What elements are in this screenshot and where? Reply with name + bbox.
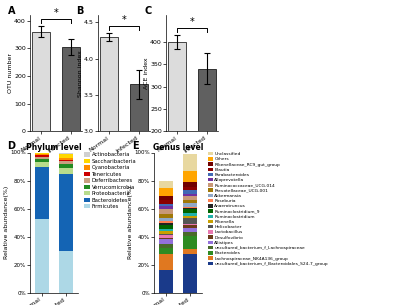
Bar: [159, 228, 173, 231]
Bar: [159, 206, 173, 209]
Text: C: C: [144, 6, 152, 16]
Bar: [183, 203, 197, 207]
Title: Phylum level: Phylum level: [26, 143, 82, 152]
Bar: [35, 152, 49, 153]
Bar: [159, 238, 173, 239]
Text: *: *: [122, 15, 126, 25]
Bar: [35, 153, 49, 154]
Bar: [183, 194, 197, 196]
Bar: [35, 219, 49, 293]
Bar: [183, 208, 197, 210]
Bar: [183, 187, 197, 190]
Bar: [159, 188, 173, 196]
Bar: [59, 160, 73, 161]
Bar: [183, 224, 197, 225]
Bar: [183, 182, 197, 187]
Y-axis label: ACE index: ACE index: [144, 57, 149, 89]
Bar: [159, 181, 173, 188]
Bar: [100, 37, 118, 305]
Bar: [35, 154, 49, 156]
Bar: [159, 221, 173, 223]
Bar: [183, 214, 197, 216]
Bar: [159, 235, 173, 238]
Bar: [183, 228, 197, 231]
Bar: [35, 157, 49, 159]
Text: E: E: [132, 141, 139, 151]
Bar: [183, 254, 197, 293]
Bar: [159, 248, 173, 253]
Bar: [159, 224, 173, 228]
Bar: [183, 200, 197, 203]
Bar: [62, 47, 80, 131]
Bar: [35, 159, 49, 162]
Bar: [159, 214, 173, 218]
Bar: [59, 152, 73, 154]
Bar: [183, 235, 197, 249]
Bar: [183, 225, 197, 228]
Bar: [159, 231, 173, 234]
Bar: [183, 154, 197, 171]
Bar: [183, 218, 197, 224]
Legend: Unclassified, Others, Rikenellaceae_RC9_gut_group, Blautia, Parabacteroides, All: Unclassified, Others, Rikenellaceae_RC9_…: [208, 152, 328, 266]
Bar: [168, 42, 186, 220]
Bar: [159, 200, 173, 204]
Y-axis label: Relative abundance(%): Relative abundance(%): [4, 186, 9, 259]
Bar: [59, 158, 73, 160]
Y-axis label: Shannon index: Shannon index: [78, 50, 82, 97]
Text: B: B: [76, 6, 84, 16]
Bar: [159, 204, 173, 206]
Bar: [159, 234, 173, 235]
Text: *: *: [190, 17, 194, 27]
Bar: [159, 270, 173, 293]
Bar: [130, 84, 148, 305]
Bar: [59, 164, 73, 168]
Bar: [35, 162, 49, 167]
Text: A: A: [8, 6, 16, 16]
Bar: [59, 161, 73, 164]
Bar: [183, 196, 197, 200]
Bar: [59, 154, 73, 158]
Bar: [183, 231, 197, 235]
Bar: [183, 207, 197, 208]
Bar: [198, 69, 216, 220]
Bar: [183, 210, 197, 214]
Bar: [159, 253, 173, 270]
Legend: Actinobacteria, Saccharibacteria, Cyanobacteria, Tenericutes, Deferribacteres, V: Actinobacteria, Saccharibacteria, Cyanob…: [84, 152, 136, 209]
Bar: [159, 223, 173, 224]
Bar: [59, 174, 73, 251]
Text: D: D: [7, 141, 15, 151]
Bar: [35, 167, 49, 219]
Bar: [159, 239, 173, 244]
Y-axis label: Relative abundance(%): Relative abundance(%): [128, 186, 133, 259]
Bar: [35, 156, 49, 157]
Bar: [159, 218, 173, 221]
Bar: [32, 32, 50, 131]
Bar: [183, 249, 197, 254]
Bar: [183, 216, 197, 218]
Title: Genus level: Genus level: [153, 143, 203, 152]
Bar: [183, 190, 197, 194]
Bar: [59, 168, 73, 174]
Bar: [159, 209, 173, 214]
Bar: [159, 196, 173, 200]
Bar: [159, 244, 173, 248]
Y-axis label: OTU number: OTU number: [8, 53, 13, 93]
Bar: [183, 171, 197, 182]
Text: *: *: [54, 8, 58, 18]
Bar: [59, 251, 73, 293]
